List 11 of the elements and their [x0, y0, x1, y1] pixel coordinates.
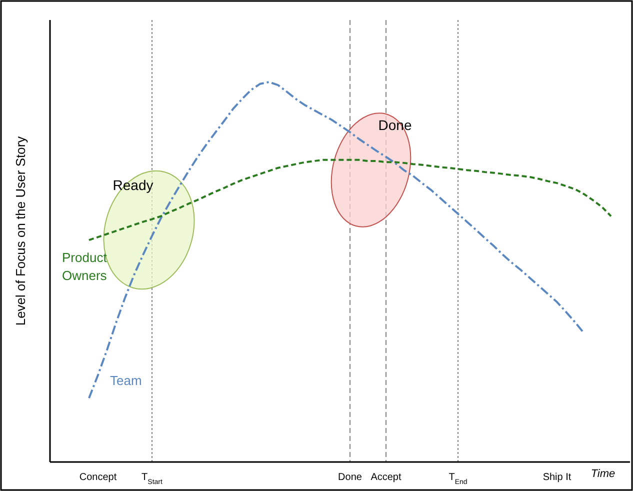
x-tick-label: Ship It [542, 472, 572, 483]
y-axis-title: Level of Focus on the User Story [13, 136, 28, 326]
x-tick-label: T$_{End}$ [448, 472, 468, 486]
x-tick-label: Done [338, 472, 362, 483]
annotation: Ready [112, 177, 154, 193]
x-tick-label: Concept [79, 472, 117, 483]
series-label: Product Owners [62, 250, 108, 283]
x-tick-label: Accept [370, 472, 402, 483]
series-label: Team [110, 373, 142, 388]
x-tick-label: T$_{Start}$ [142, 472, 162, 486]
x-axis-title: Time [590, 468, 616, 480]
